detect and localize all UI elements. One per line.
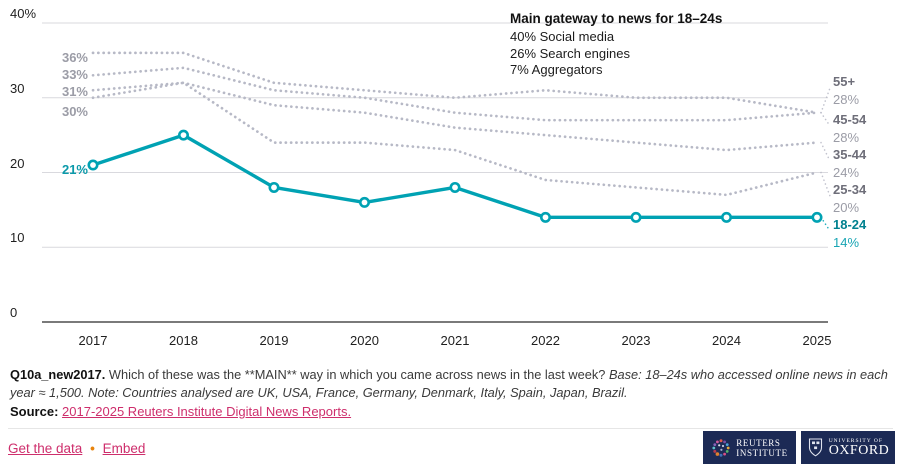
leader-line-55+ (820, 87, 831, 114)
question-text: Which of these was the **MAIN** way in w… (108, 367, 606, 382)
data-point-marker-2021 (449, 181, 461, 193)
leader-line-45-54 (820, 111, 831, 127)
series-label-55+: 55+ 28% (833, 74, 859, 107)
x-axis-label-2017: 2017 (78, 333, 108, 348)
series-label-45-54: 45-54 28% (833, 112, 866, 145)
annotation-line: 7% Aggregators (510, 62, 603, 77)
question-base-note: Base: 18–24s who accessed online news in… (10, 367, 888, 400)
leader-line-35-44 (820, 141, 831, 162)
data-point-marker-2020 (358, 196, 370, 208)
y-axis-label-20: 20 (10, 155, 25, 171)
age-group-name: 25-34 (833, 182, 867, 197)
start-value-label-25-34: 30% (61, 104, 88, 119)
get-the-data-link[interactable]: Get the data (8, 441, 83, 456)
y-axis-label-0: 0 (10, 305, 18, 320)
y-axis-label-30: 30 (10, 80, 25, 96)
reuters-logo-text: REUTERS INSTITUTE (736, 437, 788, 458)
series-label-35-44: 35-44 24% (833, 147, 866, 180)
y-axis-label-10: 10 (10, 230, 25, 246)
y-axis-label-40: 40% (10, 6, 37, 21)
data-point-marker-2017 (87, 159, 99, 171)
age-group-name: 35-44 (833, 147, 867, 162)
start-value-label-45-54: 33% (61, 67, 88, 82)
x-axis-label-2024: 2024 (712, 333, 741, 348)
start-value-label-35-44: 31% (61, 84, 88, 99)
x-axis-label-2018: 2018 (169, 333, 198, 348)
series-line-45-54 (91, 66, 819, 122)
series-line-25-34 (91, 81, 819, 197)
data-point-marker-2019 (268, 181, 280, 193)
annotation-line: 40% Social media (510, 29, 615, 44)
end-value-label: 20% (833, 200, 860, 215)
chart-area: 40% 30 20 10 0 2017 2018 2019 2020 2021 2022 2023 20… (10, 6, 866, 348)
data-point-marker-2023 (630, 211, 642, 223)
annotation-box: Main gateway to news for 18–24s 40% Soci… (510, 11, 800, 79)
end-value-label: 28% (833, 92, 860, 107)
annotation-title: Main gateway to news for 18–24s (510, 11, 723, 26)
source-link[interactable]: 2017-2025 Reuters Institute Digital News… (62, 404, 352, 419)
annotation-line: 26% Search engines (510, 45, 630, 61)
bullet-separator-icon: • (90, 441, 95, 456)
x-axis-label-2020: 2020 (350, 333, 379, 348)
x-axis-label-2023: 2023 (621, 333, 651, 348)
age-group-name: 18-24 (833, 217, 867, 232)
age-group-name: 45-54 (833, 112, 867, 127)
x-axis-label-2022: 2022 (531, 333, 560, 348)
x-axis-label-2019: 2019 (259, 333, 289, 348)
data-point-marker-2024 (720, 211, 732, 223)
series-label-18-24: 18-24 14% (833, 217, 866, 250)
start-value-label-18-24: 21% (61, 162, 88, 177)
series-line-55+ (91, 51, 819, 115)
start-value-label-55+: 36% (61, 50, 88, 65)
data-point-marker-2018 (178, 129, 190, 141)
question-code: Q10a_new2017. (10, 367, 106, 382)
chart-canvas (42, 22, 831, 323)
oxford-crest-icon (808, 438, 822, 457)
oxford-university-logo[interactable]: UNIVERSITY OF OXFORD (801, 431, 895, 464)
bottom-links: Get the data • Embed (8, 441, 145, 456)
age-group-name: 55+ (833, 74, 856, 89)
embed-link[interactable]: Embed (102, 441, 146, 456)
x-axis-label-2025: 2025 (802, 333, 832, 348)
oxford-logo-text: UNIVERSITY OF OXFORD (828, 438, 890, 458)
leader-line-25-34 (820, 171, 831, 197)
reuters-institute-logo[interactable]: REUTERS INSTITUTE (703, 431, 796, 464)
annotation-lines: 40% Social media 26% Search engines 7% Agg… (510, 29, 800, 79)
source-row: Source: 2017-2025 Reuters Institute Digi… (10, 404, 351, 419)
question-note: Q10a_new2017. Which of these was the **M… (10, 366, 892, 401)
leader-line-18-24 (820, 216, 831, 232)
series-line-35-44 (91, 81, 819, 152)
data-point-marker-2022 (539, 211, 551, 223)
series-label-25-34: 25-34 20% (833, 182, 866, 215)
footer-divider (8, 428, 893, 429)
data-point-marker-2025 (811, 211, 823, 223)
x-axis-label-2021: 2021 (440, 333, 470, 348)
end-value-label: 14% (833, 235, 860, 250)
reuters-dots-icon (712, 438, 730, 457)
source-label: Source: (10, 404, 59, 419)
end-value-label: 28% (833, 130, 860, 145)
end-value-label: 24% (833, 165, 860, 180)
